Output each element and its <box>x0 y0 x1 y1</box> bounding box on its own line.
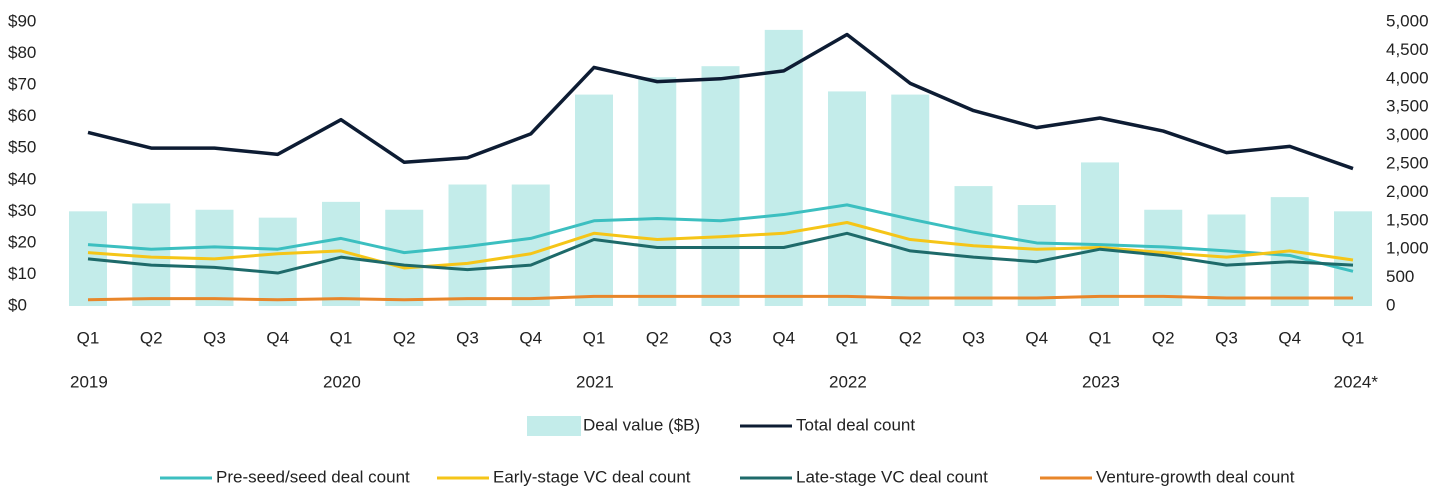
x-tick-label: Q1 <box>583 328 606 347</box>
y-tick-label: $10 <box>8 264 36 283</box>
y-tick-label: $0 <box>8 295 27 314</box>
x-tick-label: Q1 <box>836 328 859 347</box>
legend-label: Deal value ($B) <box>583 415 700 434</box>
y-tick-label: $40 <box>8 169 36 188</box>
y2-tick-label: 4,000 <box>1386 68 1429 87</box>
year-label: 2021 <box>576 372 614 391</box>
year-label: 2024* <box>1334 372 1379 391</box>
bar <box>1017 205 1056 306</box>
bar <box>701 66 740 306</box>
y-tick-label: $30 <box>8 201 36 220</box>
x-tick-label: Q1 <box>1089 328 1112 347</box>
bar <box>385 209 424 306</box>
line <box>87 32 1354 171</box>
x-tick-label: Q2 <box>646 328 669 347</box>
x-tick-label: Q3 <box>709 328 732 347</box>
x-tick-label: Q3 <box>203 328 226 347</box>
bar <box>511 184 550 306</box>
y2-tick-label: 1,500 <box>1386 210 1429 229</box>
x-tick-label: Q2 <box>140 328 163 347</box>
y2-tick-label: 1,000 <box>1386 239 1429 258</box>
bar <box>575 94 613 306</box>
bar <box>828 91 866 306</box>
x-tick-label: Q2 <box>1152 328 1175 347</box>
y-tick-label: $20 <box>8 232 36 251</box>
x-tick-label: Q4 <box>1025 328 1048 347</box>
x-tick-label: Q1 <box>330 328 353 347</box>
year-label: 2020 <box>323 372 361 391</box>
x-tick-label: Q4 <box>1278 328 1301 347</box>
legend-label: Early-stage VC deal count <box>493 467 691 486</box>
y2-tick-label: 500 <box>1386 267 1414 286</box>
bar <box>132 203 171 306</box>
line <box>87 231 1354 275</box>
bar <box>638 77 677 306</box>
legend-label: Pre-seed/seed deal count <box>216 467 410 486</box>
year-label: 2022 <box>829 372 867 391</box>
y-tick-label: $70 <box>8 75 36 94</box>
y-tick-label: $80 <box>8 43 36 62</box>
y-tick-label: $50 <box>8 138 36 157</box>
y-tick-label: $60 <box>8 106 36 125</box>
bar <box>1081 162 1119 306</box>
x-tick-label: Q1 <box>77 328 100 347</box>
legend-label: Total deal count <box>796 415 915 434</box>
bar <box>1207 214 1246 306</box>
x-tick-label: Q4 <box>772 328 795 347</box>
x-tick-label: Q4 <box>266 328 289 347</box>
y2-tick-label: 2,500 <box>1386 153 1429 172</box>
x-tick-label: Q3 <box>1215 328 1238 347</box>
x-tick-label: Q2 <box>899 328 922 347</box>
line <box>87 294 1353 302</box>
year-label: 2023 <box>1082 372 1120 391</box>
x-tick-label: Q3 <box>962 328 985 347</box>
x-tick-label: Q3 <box>456 328 479 347</box>
x-tick-label: Q1 <box>1342 328 1365 347</box>
bar <box>258 217 297 306</box>
y2-tick-label: 2,000 <box>1386 182 1429 201</box>
legend-label: Late-stage VC deal count <box>796 467 988 486</box>
legend-label: Venture-growth deal count <box>1096 467 1295 486</box>
y2-tick-label: 5,000 <box>1386 11 1429 30</box>
line <box>87 203 1354 273</box>
bar <box>764 29 803 307</box>
y2-tick-label: 3,000 <box>1386 125 1429 144</box>
bar <box>891 94 930 306</box>
legend-swatch <box>527 416 581 436</box>
x-tick-label: Q4 <box>519 328 542 347</box>
y-tick-label: $90 <box>8 11 36 30</box>
year-label: 2019 <box>70 372 108 391</box>
line <box>87 221 1354 270</box>
x-tick-label: Q2 <box>393 328 416 347</box>
y2-tick-label: 4,500 <box>1386 40 1429 59</box>
y2-tick-label: 0 <box>1386 295 1395 314</box>
y2-tick-label: 3,500 <box>1386 97 1429 116</box>
